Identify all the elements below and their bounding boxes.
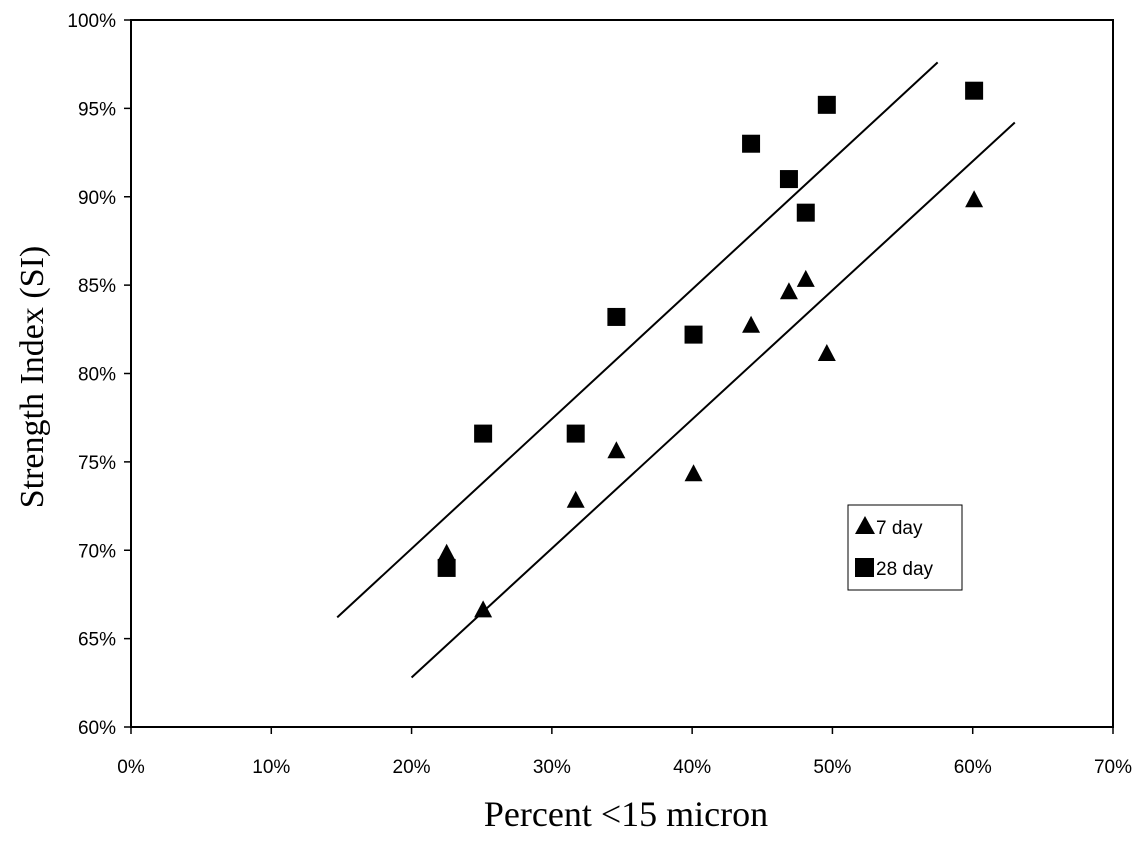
x-axis-ticks: 0% 10% 20% 30% 40% 50% 60% 70% — [117, 727, 1132, 778]
data-point-7-day — [796, 269, 815, 287]
legend-square-icon — [855, 558, 874, 577]
data-point-7-day — [437, 543, 456, 561]
data-point-7-day — [779, 282, 798, 300]
y-tick-label: 85% — [78, 276, 116, 297]
legend-triangle-icon — [855, 516, 875, 534]
y-axis-title: Strength Index (SI) — [14, 246, 51, 509]
trend-line-7-day — [410, 121, 1016, 679]
data-point-28-day — [474, 424, 493, 443]
x-axis-title: Percent <15 micron — [484, 794, 768, 834]
data-point-28-day — [607, 307, 626, 326]
data-point-28-day — [779, 170, 798, 189]
x-tick-label: 50% — [813, 757, 851, 778]
x-tick-label: 20% — [393, 757, 431, 778]
y-tick-label: 70% — [78, 541, 116, 562]
data-point-7-day — [817, 344, 836, 362]
y-tick-label: 95% — [78, 99, 116, 120]
data-point-28-day — [796, 203, 815, 222]
x-tick-label: 70% — [1094, 757, 1132, 778]
data-point-7-day — [965, 190, 984, 208]
y-tick-label: 75% — [78, 453, 116, 474]
data-point-28-day — [566, 424, 585, 443]
trend-line-28-day — [336, 61, 939, 619]
y-tick-label: 90% — [78, 188, 116, 209]
y-tick-label: 100% — [67, 11, 116, 32]
x-tick-label: 30% — [533, 757, 571, 778]
data-point-28-day — [742, 134, 761, 153]
data-point-7-day — [474, 600, 493, 618]
trend-lines — [336, 61, 1016, 679]
x-tick-label: 60% — [954, 757, 992, 778]
x-tick-label: 0% — [117, 757, 145, 778]
data-points — [437, 81, 984, 618]
x-tick-label: 10% — [252, 757, 290, 778]
data-point-28-day — [437, 558, 456, 577]
data-point-7-day — [742, 315, 761, 333]
data-point-28-day — [817, 95, 836, 114]
legend-label-28-day: 28 day — [876, 559, 934, 580]
y-tick-label: 65% — [78, 630, 116, 651]
legend: 7 day 28 day — [847, 504, 963, 591]
data-point-7-day — [607, 441, 626, 459]
y-tick-label: 60% — [78, 718, 116, 739]
data-point-7-day — [566, 490, 585, 508]
data-point-7-day — [684, 464, 703, 482]
data-point-28-day — [684, 325, 703, 344]
plot-area — [130, 19, 1114, 728]
y-axis-ticks: 60% 65% 70% 75% 80% 85% 90% 95% 100% — [67, 11, 131, 739]
data-point-28-day — [965, 81, 984, 100]
x-tick-label: 40% — [673, 757, 711, 778]
legend-label-7-day: 7 day — [876, 518, 923, 539]
y-tick-label: 80% — [78, 365, 116, 386]
